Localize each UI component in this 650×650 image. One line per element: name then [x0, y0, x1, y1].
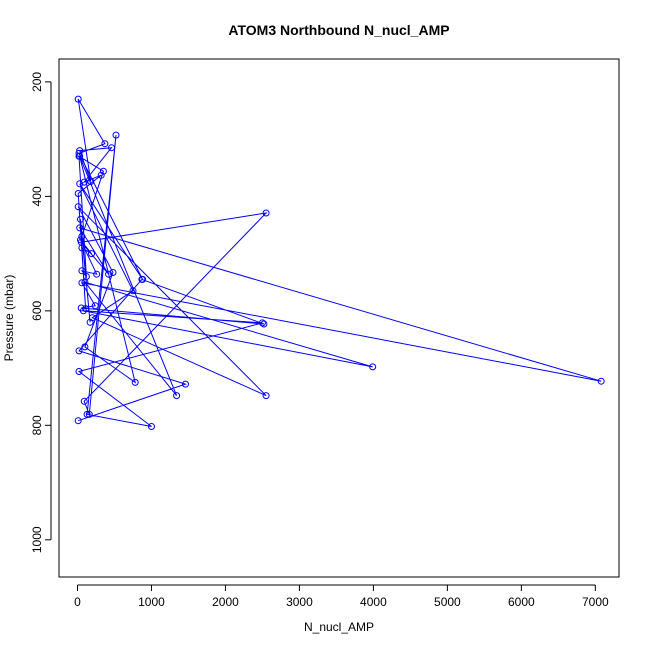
data-point [78, 267, 86, 275]
y-tick-label: 200 [30, 72, 44, 92]
data-point [93, 270, 101, 278]
series-line [77, 98, 602, 427]
y-tick-label: 800 [30, 415, 44, 435]
data-point [597, 377, 605, 385]
data-point [75, 152, 83, 160]
data-point [77, 215, 84, 223]
data-point [79, 307, 87, 315]
x-tick-label: 1000 [138, 595, 165, 609]
data-point [74, 95, 82, 103]
data-point [78, 232, 86, 240]
x-tick-label: 2000 [212, 595, 239, 609]
data-point [78, 244, 86, 252]
data-point [75, 347, 83, 355]
data-point [74, 417, 82, 425]
data-point [80, 397, 88, 405]
x-tick-label: 0 [74, 595, 81, 609]
x-tick-label: 6000 [508, 595, 535, 609]
data-point [74, 190, 82, 197]
data-point [83, 410, 91, 418]
y-tick-label: 1000 [30, 526, 44, 553]
y-axis: 200 400 600 800 1000 [30, 72, 52, 553]
data-point [260, 320, 268, 328]
data-point [101, 140, 109, 148]
data-point [74, 203, 82, 211]
data-point [88, 250, 95, 258]
x-tick-label: 5000 [434, 595, 461, 609]
data-point [97, 171, 105, 179]
data-point [77, 236, 84, 244]
data-point [129, 287, 137, 295]
plot-frame [58, 58, 620, 578]
x-axis: 0 1000 2000 3000 4000 5000 6000 7000 [74, 584, 609, 609]
x-axis-label: N_nucl_AMP [304, 620, 374, 634]
data-point [85, 410, 93, 418]
data-point [258, 319, 266, 327]
data-point [75, 368, 83, 375]
data-point [78, 279, 86, 287]
data-point [105, 270, 113, 278]
data-point [91, 302, 99, 310]
data-point [82, 305, 90, 313]
data-point [75, 149, 83, 157]
data-point [86, 318, 94, 326]
x-tick-label: 4000 [360, 595, 387, 609]
data-point [173, 392, 181, 400]
data-point [131, 378, 139, 386]
data-point [109, 269, 117, 276]
data-point [369, 363, 377, 371]
data-point [80, 178, 88, 186]
data-point [99, 167, 107, 175]
y-axis-label: Pressure (mbar) [2, 275, 16, 362]
data-point [182, 380, 189, 388]
y-tick-label: 600 [30, 301, 44, 321]
chart-title: ATOM3 Northbound N_nucl_AMP [228, 22, 449, 38]
data-point [76, 180, 84, 188]
data-layer [74, 95, 605, 430]
data-point [82, 273, 90, 280]
data-point [139, 275, 147, 283]
x-tick-label: 7000 [582, 595, 609, 609]
data-point [112, 131, 120, 139]
data-point [148, 423, 155, 430]
data-point [262, 209, 270, 217]
data-point [108, 144, 115, 152]
y-tick-label: 400 [30, 186, 44, 206]
x-tick-label: 3000 [286, 595, 313, 609]
data-point [87, 178, 95, 185]
data-point [81, 343, 89, 351]
data-point [262, 392, 270, 400]
data-point [76, 224, 84, 232]
